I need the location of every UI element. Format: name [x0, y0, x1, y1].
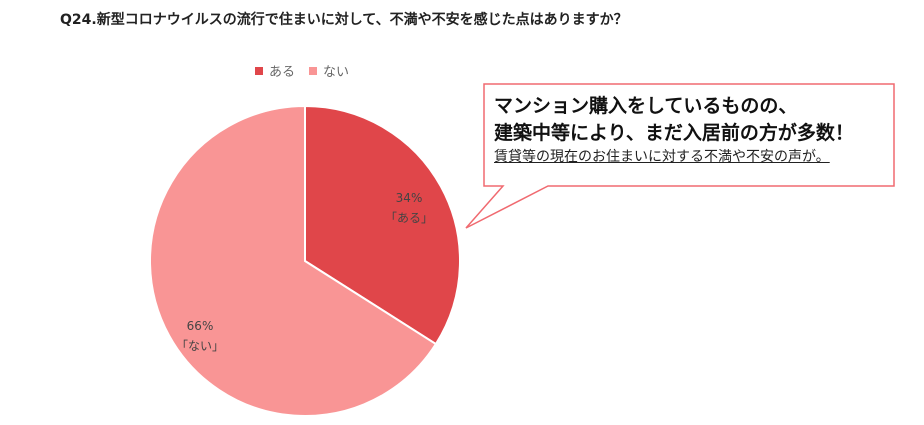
- callout-line2: 建築中等により、まだ入居前の方が多数！: [494, 122, 854, 144]
- slice-label-aru: 34% 「ある」: [385, 188, 433, 228]
- slice-label-aru-name: 「ある」: [385, 211, 434, 225]
- legend-swatch-aru: [255, 66, 263, 75]
- callout-text: マンション購入をしているものの、 建築中等により、まだ入居前の方が多数！ 賃貸等…: [494, 93, 854, 167]
- legend-label-aru: ある: [269, 65, 296, 80]
- callout-box: [465, 83, 895, 229]
- slice-label-nai-name: 「ない」: [176, 339, 225, 353]
- callout-sub: 賃貸等の現在のお住まいに対する不満や不安の声が。: [494, 149, 830, 165]
- slice-label-nai: 66% 「ない」: [176, 316, 224, 356]
- legend-item-aru: ある: [255, 61, 295, 80]
- slice-label-nai-percent: 66%: [186, 319, 214, 333]
- slice-label-aru-percent: 34%: [395, 191, 423, 205]
- chart-legend: ある ない: [255, 61, 349, 80]
- question-title: Q24.新型コロナウイルスの流行で住まいに対して、不満や不安を感じた点はあります…: [60, 12, 628, 28]
- pie-slice-nai: [149, 104, 438, 417]
- legend-swatch-nai: [309, 66, 318, 75]
- legend-label-nai: ない: [323, 65, 350, 80]
- legend-item-nai: ない: [309, 61, 349, 80]
- callout-line1: マンション購入をしているものの、: [494, 95, 798, 117]
